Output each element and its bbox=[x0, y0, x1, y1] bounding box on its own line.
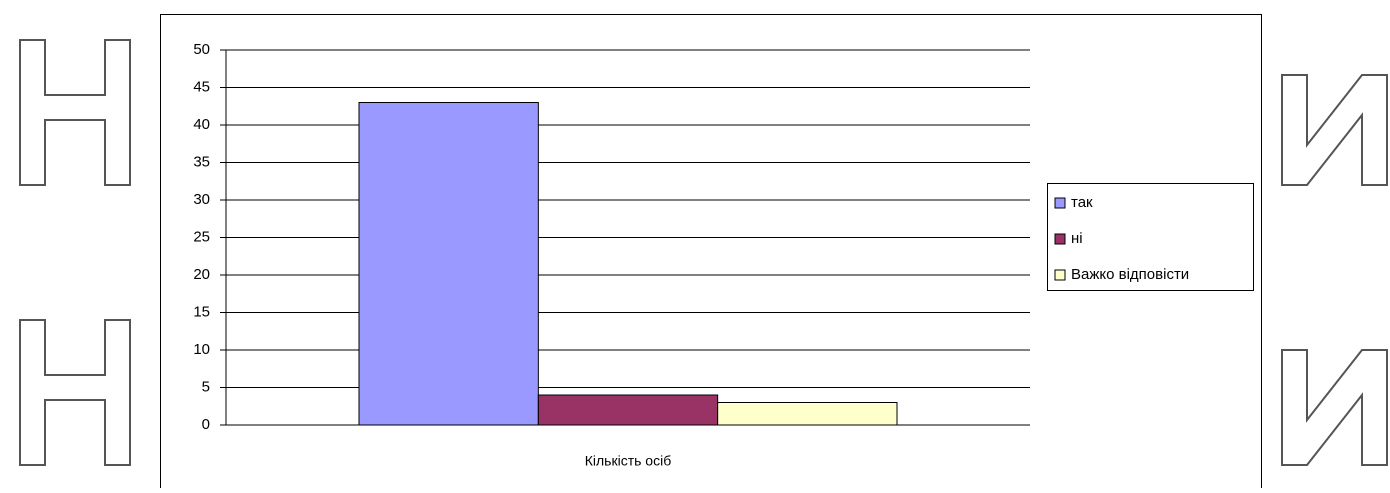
y-tick-label: 40 bbox=[193, 116, 210, 133]
bar bbox=[717, 402, 898, 426]
y-tick-label: 10 bbox=[193, 341, 210, 358]
legend-label: Важко відповісти bbox=[1071, 266, 1189, 283]
y-tick-label: 25 bbox=[193, 228, 210, 245]
legend-swatch bbox=[1054, 233, 1066, 245]
y-tick-label: 15 bbox=[193, 303, 210, 320]
legend bbox=[1047, 183, 1254, 291]
legend-swatch bbox=[1054, 269, 1066, 281]
y-tick-label: 0 bbox=[202, 416, 210, 433]
watermark bbox=[19, 39, 1388, 466]
legend-swatch bbox=[1054, 197, 1066, 209]
x-tick-label: Кількість осіб bbox=[585, 453, 671, 469]
bar bbox=[537, 394, 719, 426]
y-tick-label: 30 bbox=[193, 191, 210, 208]
legend-label: ні bbox=[1071, 230, 1083, 247]
y-tick-label: 45 bbox=[193, 78, 210, 95]
y-tick-label: 20 bbox=[193, 266, 210, 283]
y-tick-label: 35 bbox=[193, 153, 210, 170]
bar bbox=[358, 102, 539, 426]
y-tick-label: 5 bbox=[202, 378, 210, 395]
y-tick-label: 50 bbox=[193, 41, 210, 58]
legend-label: так bbox=[1071, 194, 1093, 211]
